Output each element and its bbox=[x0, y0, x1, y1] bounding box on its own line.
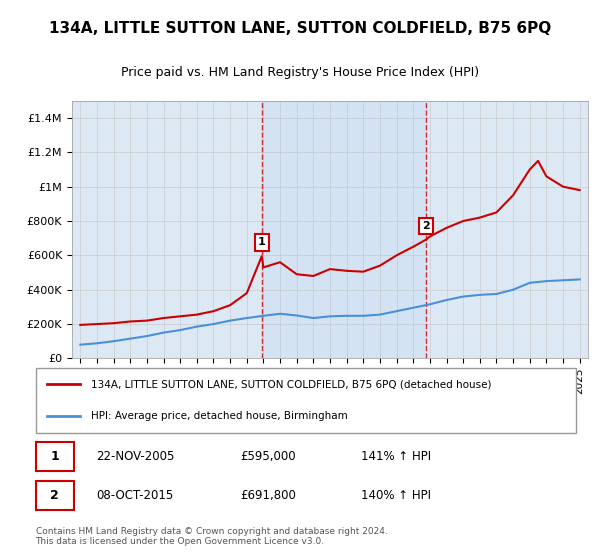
FancyBboxPatch shape bbox=[35, 482, 74, 510]
Text: 140% ↑ HPI: 140% ↑ HPI bbox=[361, 489, 431, 502]
Text: Contains HM Land Registry data © Crown copyright and database right 2024.
This d: Contains HM Land Registry data © Crown c… bbox=[35, 527, 387, 547]
Text: 2: 2 bbox=[422, 221, 430, 231]
Text: 08-OCT-2015: 08-OCT-2015 bbox=[96, 489, 173, 502]
Text: 1: 1 bbox=[258, 237, 266, 248]
Text: 134A, LITTLE SUTTON LANE, SUTTON COLDFIELD, B75 6PQ: 134A, LITTLE SUTTON LANE, SUTTON COLDFIE… bbox=[49, 21, 551, 36]
Text: 134A, LITTLE SUTTON LANE, SUTTON COLDFIELD, B75 6PQ (detached house): 134A, LITTLE SUTTON LANE, SUTTON COLDFIE… bbox=[91, 379, 491, 389]
FancyBboxPatch shape bbox=[35, 442, 74, 470]
Text: 1: 1 bbox=[50, 450, 59, 463]
Text: Price paid vs. HM Land Registry's House Price Index (HPI): Price paid vs. HM Land Registry's House … bbox=[121, 66, 479, 79]
Text: £595,000: £595,000 bbox=[240, 450, 295, 463]
FancyBboxPatch shape bbox=[35, 367, 577, 433]
Text: £691,800: £691,800 bbox=[240, 489, 296, 502]
Text: 22-NOV-2005: 22-NOV-2005 bbox=[96, 450, 175, 463]
Bar bbox=[262, 101, 426, 358]
Text: HPI: Average price, detached house, Birmingham: HPI: Average price, detached house, Birm… bbox=[91, 412, 347, 422]
Text: 2: 2 bbox=[50, 489, 59, 502]
Text: 141% ↑ HPI: 141% ↑ HPI bbox=[361, 450, 431, 463]
